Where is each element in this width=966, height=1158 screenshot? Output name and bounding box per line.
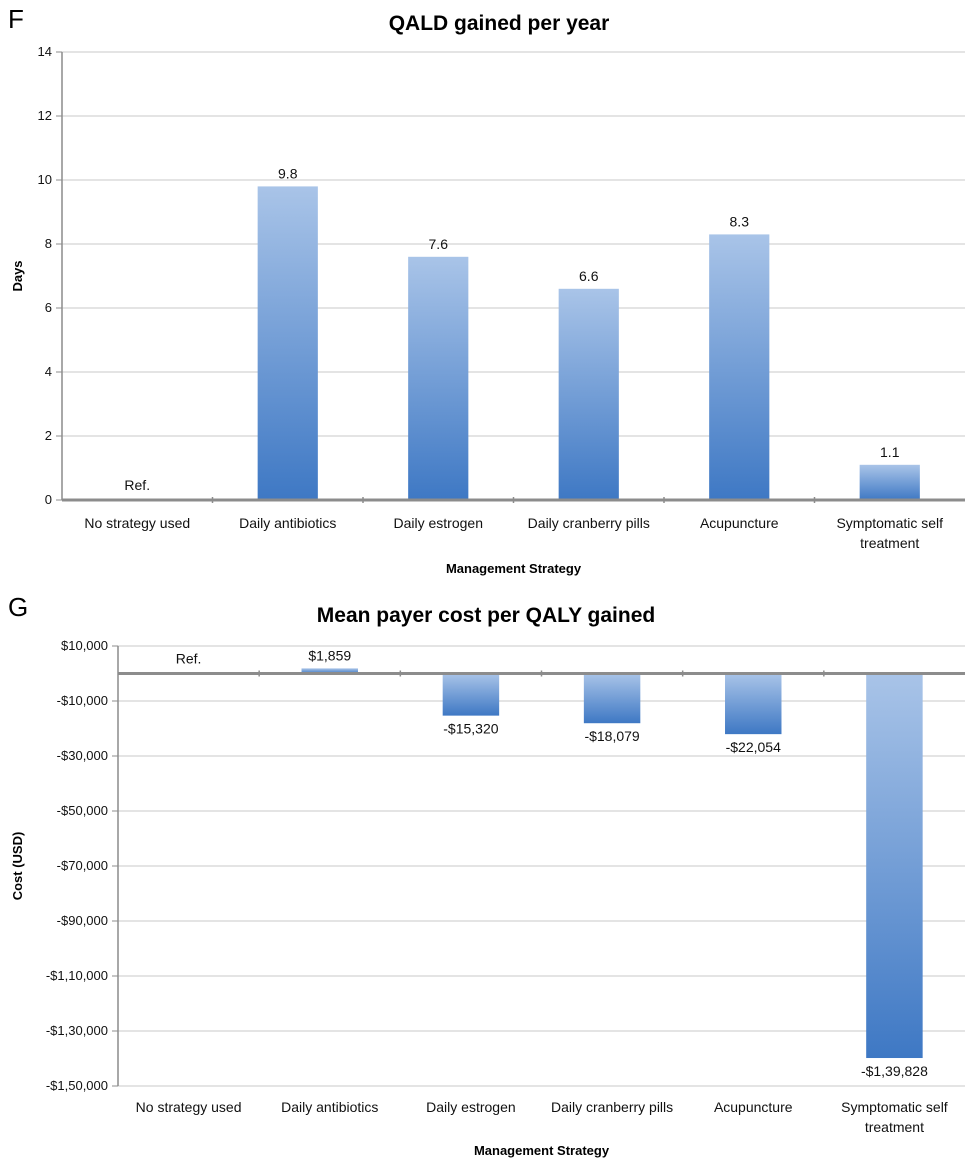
y-axis-title: Days: [10, 260, 25, 291]
x-tick-label: Acupuncture: [714, 1099, 793, 1115]
x-tick-label: Daily antibiotics: [281, 1099, 378, 1115]
y-tick-label: 14: [38, 44, 52, 59]
data-label: 9.8: [278, 165, 298, 181]
y-tick-label: -$1,10,000: [46, 968, 108, 983]
x-axis-title: Management Strategy: [474, 1143, 610, 1158]
x-tick-label: Daily estrogen: [394, 515, 484, 531]
y-tick-label: 6: [45, 300, 52, 315]
y-tick-label: -$70,000: [57, 858, 108, 873]
x-axis-title: Management Strategy: [446, 561, 582, 576]
y-tick-label: 0: [45, 492, 52, 507]
x-tick-label: Daily antibiotics: [239, 515, 336, 531]
bar: [725, 673, 782, 735]
bar: [558, 288, 619, 500]
x-tick-label: Symptomatic self treatment: [841, 1099, 948, 1135]
bar: [709, 234, 770, 500]
data-label: $1,859: [308, 647, 351, 663]
bar: [408, 256, 469, 500]
x-tick-label: No strategy used: [84, 515, 190, 531]
bar: [583, 673, 641, 724]
y-tick-label: 2: [45, 428, 52, 443]
y-tick-label: -$1,30,000: [46, 1023, 108, 1038]
x-tick-label: Daily cranberry pills: [528, 515, 650, 531]
bar: [301, 668, 358, 674]
y-axis-title: Cost (USD): [10, 832, 25, 901]
y-tick-label: 10: [38, 172, 52, 187]
y-tick-label: 4: [45, 364, 52, 379]
y-tick-label: -$30,000: [57, 748, 108, 763]
cost-chart: Mean payer cost per QALY gained $10,000 -$…: [10, 604, 965, 1158]
x-tick-label: Daily cranberry pills: [551, 1099, 673, 1115]
data-label: 6.6: [579, 268, 599, 284]
data-label: 1.1: [880, 444, 900, 460]
data-label: -$22,054: [726, 739, 781, 755]
y-tick-label: 12: [38, 108, 52, 123]
ref-label: Ref.: [176, 651, 202, 667]
y-tick-label: -$1,50,000: [46, 1078, 108, 1093]
data-label: -$1,39,828: [861, 1063, 928, 1079]
panel-letter-f: F: [8, 4, 24, 34]
qald-chart: QALD gained per year 0 2 4 6 8 10 12 14 Ref. No st…: [10, 12, 965, 576]
y-tick-label: $10,000: [61, 638, 108, 653]
bar: [442, 673, 500, 716]
y-tick-label: -$10,000: [57, 693, 108, 708]
y-tick-label: 8: [45, 236, 52, 251]
y-tick-label: -$50,000: [57, 803, 108, 818]
x-tick-label: Symptomatic self treatment: [836, 515, 943, 551]
data-label: -$15,320: [443, 721, 498, 737]
y-tick-label: -$90,000: [57, 913, 108, 928]
ref-label: Ref.: [124, 477, 150, 493]
data-label: 8.3: [730, 213, 750, 229]
data-label: 7.6: [429, 236, 449, 252]
data-label: -$18,079: [584, 728, 639, 744]
chart-title: Mean payer cost per QALY gained: [317, 604, 655, 627]
x-tick-label: Acupuncture: [700, 515, 779, 531]
x-tick-label: No strategy used: [136, 1099, 242, 1115]
chart-panel-g: G Mean payer cost per QALY gained $10,000…: [0, 590, 966, 1158]
x-tick-label: Daily estrogen: [426, 1099, 516, 1115]
bar: [257, 186, 318, 500]
chart-title: QALD gained per year: [389, 12, 610, 35]
panel-letter-g: G: [8, 592, 29, 622]
bar: [859, 464, 920, 500]
chart-panel-f: F QALD gained per year 0 2 4 6 8 10 12 14 Ref. No …: [8, 4, 965, 576]
bar: [866, 673, 923, 1059]
